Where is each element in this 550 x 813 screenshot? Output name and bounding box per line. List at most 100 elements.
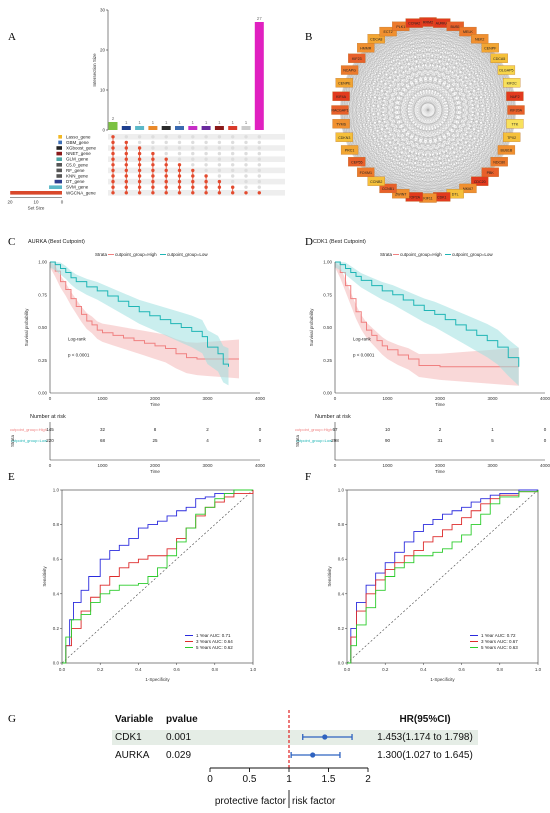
x-axis-label: 1-Specificity — [430, 677, 455, 682]
x-tick-label: 0.2 — [97, 667, 104, 672]
edge — [356, 58, 456, 194]
bar-label: 1 — [138, 120, 141, 125]
x-axis-label: Time — [150, 402, 160, 407]
edge — [349, 69, 517, 111]
edge — [400, 26, 507, 71]
gene-node-label: NDC80 — [493, 160, 505, 164]
y-tick-label: 0.2 — [53, 626, 60, 631]
gene-node-label: CDK1 — [437, 196, 447, 200]
gene-node — [497, 145, 516, 155]
matrix-dot — [164, 146, 168, 150]
edge — [344, 137, 442, 197]
row-hr-text: 1.300(1.027 to 1.645) — [377, 750, 473, 761]
set-name: KNN_gene — [66, 174, 89, 179]
edge — [339, 69, 507, 111]
confidence-band — [50, 262, 239, 379]
risk-row-label: cutpoint_group=High — [295, 427, 332, 432]
edge — [356, 58, 415, 197]
risk-value: 90 — [385, 438, 391, 443]
edge — [341, 123, 442, 197]
edge — [427, 123, 515, 199]
edge — [344, 82, 401, 194]
y-tick-label: 0.4 — [53, 591, 60, 596]
edge — [400, 26, 515, 124]
y-tick-label: 20 — [100, 48, 106, 53]
intersection-bar — [161, 126, 171, 130]
x-axis-label: 1-Specificity — [145, 677, 170, 682]
matrix-dot — [137, 140, 142, 145]
matrix-dot — [191, 135, 195, 139]
gene-node — [340, 145, 359, 155]
edge — [344, 82, 480, 182]
risk-value: 4 — [206, 438, 209, 443]
roc-curve — [347, 490, 539, 664]
edge — [467, 31, 512, 138]
matrix-dot — [191, 151, 195, 156]
panel-label-f: F — [305, 471, 311, 483]
edge — [349, 69, 515, 97]
risk-x-tick: 0 — [49, 463, 52, 468]
edge — [376, 38, 401, 194]
gene-node — [506, 91, 524, 101]
edge — [376, 23, 442, 182]
edge — [455, 31, 469, 194]
edge — [414, 58, 500, 197]
edge — [387, 31, 401, 194]
matrix-dot — [244, 191, 248, 195]
gene-node-label: KIF4A — [336, 95, 347, 99]
edge — [387, 26, 401, 189]
gene-node — [340, 65, 359, 75]
edge — [341, 23, 415, 97]
edge — [414, 23, 507, 151]
edge — [455, 26, 469, 189]
legend-title: Strata — [380, 252, 393, 257]
legend-label: 5 Years AUC: 0.63 — [481, 645, 518, 650]
edge — [339, 109, 507, 151]
matrix-dot — [244, 163, 248, 167]
bar-label: 1 — [125, 120, 128, 125]
edge — [341, 58, 500, 124]
matrix-dot — [257, 174, 261, 178]
edge — [341, 82, 512, 97]
edge — [344, 123, 515, 138]
edge — [441, 23, 500, 162]
y-tick-label: 0.50 — [323, 325, 332, 330]
edge — [365, 82, 512, 173]
edge — [344, 82, 442, 197]
edge — [344, 23, 442, 83]
x-tick-label: 4000 — [540, 396, 550, 401]
edge — [376, 38, 456, 194]
x-tick-label: 0.4 — [135, 667, 142, 672]
matrix-dot — [231, 168, 235, 173]
gene-node-label: MKI67 — [463, 187, 473, 191]
set-size-tick: 20 — [7, 200, 13, 205]
matrix-dot — [257, 157, 261, 161]
y-axis-label: Sensitivity — [327, 566, 332, 587]
edge — [376, 69, 507, 182]
edge — [344, 137, 507, 151]
km-plot-cdk1: CDK1 (Best Cutpoint)Strata cutpoint_group… — [295, 239, 550, 474]
edge — [376, 38, 491, 48]
edge — [400, 69, 507, 194]
edge — [490, 58, 500, 173]
edge — [339, 31, 468, 111]
gene-node-label: FOXM1 — [360, 171, 372, 175]
legend-label: cutpoint_group=High — [115, 252, 157, 257]
edge — [387, 31, 507, 151]
edge — [349, 70, 389, 189]
edge — [341, 26, 456, 124]
edge — [356, 47, 366, 162]
risk-value: 8 — [154, 427, 157, 432]
risk-title: Number at risk — [30, 414, 66, 420]
x-tick-label: 0.8 — [212, 667, 219, 672]
edge — [455, 96, 515, 194]
edge — [365, 47, 401, 194]
edge — [365, 47, 389, 189]
risk-value: 5 — [491, 438, 494, 443]
matrix-dot — [231, 179, 235, 184]
gene-node — [357, 43, 375, 53]
edge — [344, 137, 491, 173]
y-tick-label: 1.00 — [38, 260, 47, 265]
edge — [344, 47, 491, 138]
